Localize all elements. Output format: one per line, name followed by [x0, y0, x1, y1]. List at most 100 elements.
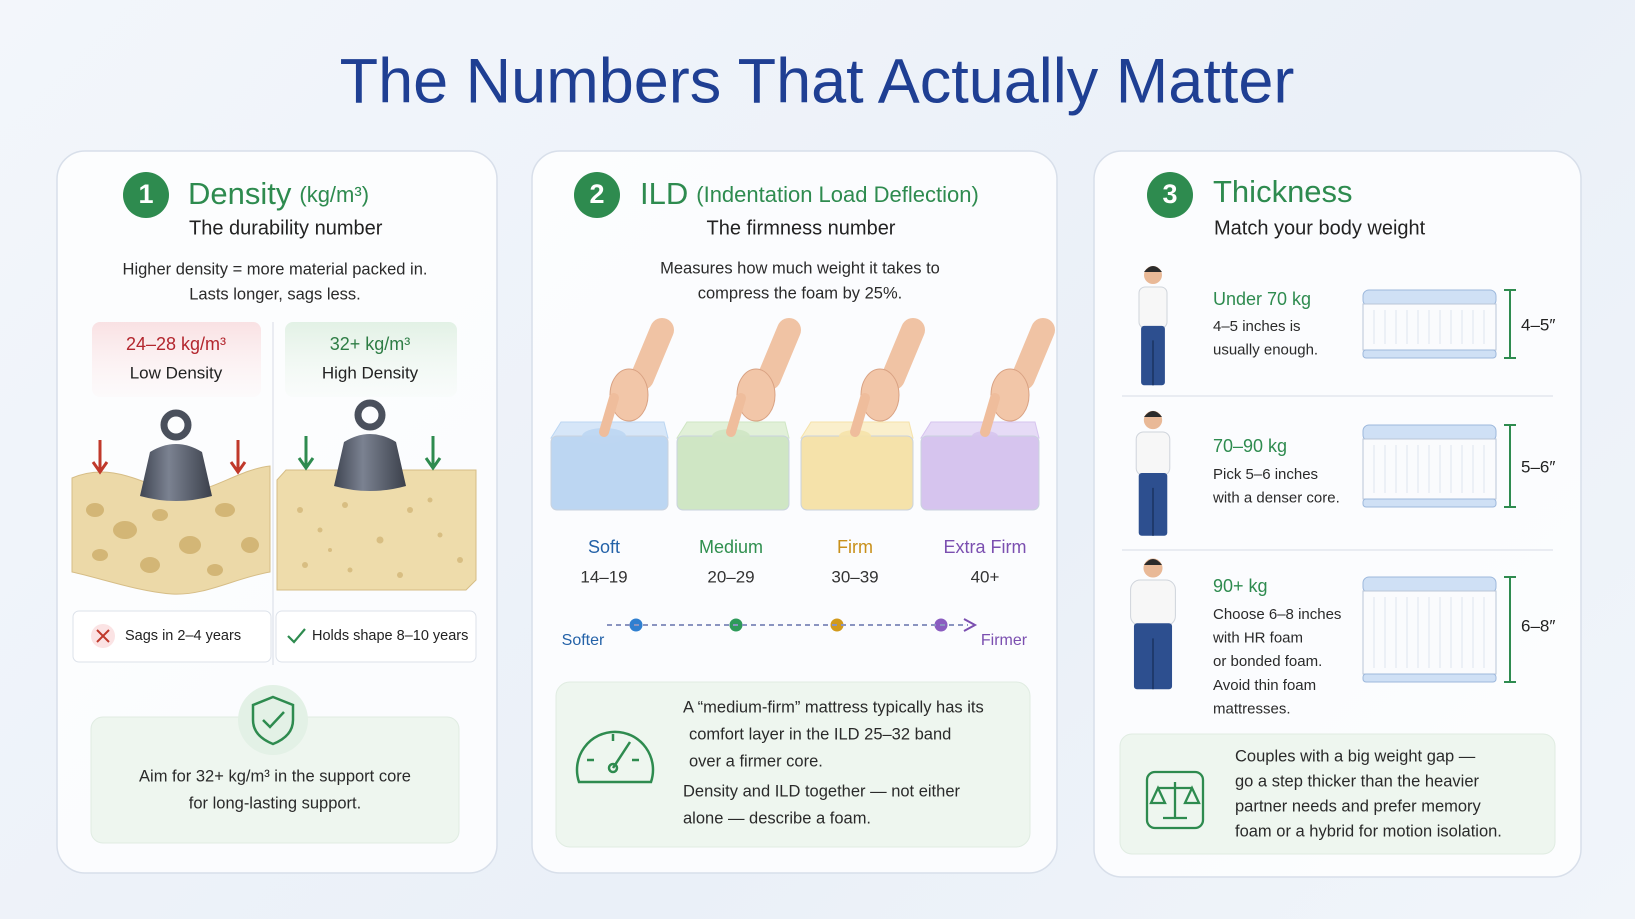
heading: Density (kg/m³): [188, 176, 369, 211]
foam-blocks: Soft 14–19 Medium 20–29 Firm 30–39 Extra Firm 4…: [550, 318, 1055, 632]
note-line: comfort layer in the ILD 25–32 band: [689, 725, 951, 743]
density-range: 24–28 kg/m³: [126, 334, 226, 354]
density-label: Low Density: [130, 363, 223, 382]
level-range: 40+: [971, 567, 1000, 586]
note-box: [1119, 733, 1556, 855]
finger: [599, 393, 619, 437]
heading: ILD (Indentation Load Deflection): [640, 176, 979, 211]
heading-unit: (kg/m³): [299, 182, 369, 207]
low-density-foam: [71, 409, 271, 595]
shield-icon: [262, 711, 285, 729]
verdict: Sags in 2–4 years: [125, 628, 241, 644]
person-shirt: [1130, 579, 1176, 627]
tip: for long-lasting support.: [189, 794, 361, 812]
density-label: High Density: [322, 363, 419, 382]
foam-block: [920, 435, 1040, 511]
density-range: 32+ kg/m³: [330, 334, 411, 354]
level-name: Soft: [588, 537, 620, 557]
forearm: [881, 318, 925, 390]
heading-text: ILD: [640, 176, 688, 211]
finger: [726, 393, 746, 437]
advice: with HR foam: [1212, 630, 1303, 647]
advice: Pick 5–6 inches: [1213, 466, 1318, 483]
advice: usually enough.: [1213, 342, 1318, 359]
finger: [850, 393, 870, 437]
advice: Avoid thin foam: [1213, 677, 1316, 694]
heading: Thickness: [1213, 174, 1353, 209]
foam-block: [676, 435, 790, 511]
level-range: 20–29: [707, 567, 754, 586]
subtitle: Match your body weight: [1214, 217, 1426, 239]
description: Lasts longer, sags less.: [189, 285, 361, 303]
mattress-base: [1362, 498, 1497, 508]
level-name: Medium: [699, 537, 763, 557]
description: Measures how much weight it takes to: [660, 259, 940, 277]
note-line: A “medium-firm” mattress typically has i…: [683, 698, 984, 716]
mattress-base: [1362, 673, 1497, 683]
shield-icon: [238, 685, 308, 755]
person-hair: [1144, 559, 1162, 565]
size-bracket: [1504, 576, 1516, 683]
note-box: [555, 681, 1031, 848]
mattress-base: [1362, 349, 1497, 359]
foam-block: [550, 435, 669, 511]
note-line: Density and ILD together — not either: [683, 782, 960, 800]
advice: or bonded foam.: [1213, 653, 1322, 670]
verdict-box: [275, 610, 477, 663]
verdict-box: [72, 610, 272, 663]
weight: 90+ kg: [1213, 576, 1268, 596]
level-name: Extra Firm: [944, 537, 1027, 557]
step-number: 3: [1162, 179, 1177, 209]
subtitle: The durability number: [189, 217, 383, 239]
size-bracket: [1504, 424, 1516, 508]
scale-end: Firmer: [981, 632, 1028, 649]
description: Higher density = more material packed in…: [123, 260, 428, 278]
size-label: 5–6″: [1521, 457, 1555, 476]
high-density-foam: [276, 399, 477, 591]
note-line: go a step thicker than the heavier: [1235, 772, 1479, 790]
advice: Choose 6–8 inches: [1213, 606, 1341, 623]
tip: Aim for 32+ kg/m³ in the support core: [139, 767, 411, 785]
forearm: [630, 318, 674, 390]
verdict: Holds shape 8–10 years: [312, 628, 468, 644]
size-label: 4–5″: [1521, 315, 1555, 334]
step-number: 1: [138, 179, 153, 209]
forearm: [1011, 318, 1055, 390]
check-icon: [287, 628, 306, 644]
size-label: 6–8″: [1521, 616, 1555, 635]
note-line: alone — describe a foam.: [683, 809, 871, 827]
balance-icon: [1145, 770, 1205, 830]
advice: mattresses.: [1213, 700, 1291, 717]
low-density-card: [92, 322, 261, 397]
step-badge: [1147, 172, 1193, 218]
weight-rows: 4–5″ Under 70 kg 4–5 inches is usually enou…: [1130, 266, 1555, 717]
weight: Under 70 kg: [1213, 289, 1311, 309]
level-range: 14–19: [580, 567, 627, 586]
high-density-card: [285, 322, 457, 397]
level-name: Firm: [837, 537, 873, 557]
level-range: 30–39: [831, 567, 878, 586]
scale-arrow: [963, 618, 978, 632]
gauge-icon: [575, 730, 655, 784]
description: compress the foam by 25%.: [698, 284, 903, 302]
advice: 4–5 inches is: [1213, 318, 1301, 335]
step-badge: [574, 172, 620, 218]
forearm: [757, 318, 801, 390]
person-shirt: [1138, 286, 1168, 329]
cross-icon: [96, 629, 110, 643]
note-line: foam or a hybrid for motion isolation.: [1235, 822, 1502, 840]
foam-block: [800, 435, 914, 511]
person-shirt: [1135, 431, 1171, 476]
person-hair: [1144, 266, 1162, 272]
person-hair: [1144, 411, 1162, 417]
size-bracket: [1504, 289, 1516, 359]
heading-unit: (Indentation Load Deflection): [696, 182, 979, 207]
scale-start: Softer: [562, 632, 605, 649]
step-badge: [123, 172, 169, 218]
note-line: Couples with a big weight gap —: [1235, 747, 1476, 765]
note-line: partner needs and prefer memory: [1235, 797, 1482, 815]
page-title: The Numbers That Actually Matter: [340, 47, 1295, 117]
step-number: 2: [589, 179, 604, 209]
